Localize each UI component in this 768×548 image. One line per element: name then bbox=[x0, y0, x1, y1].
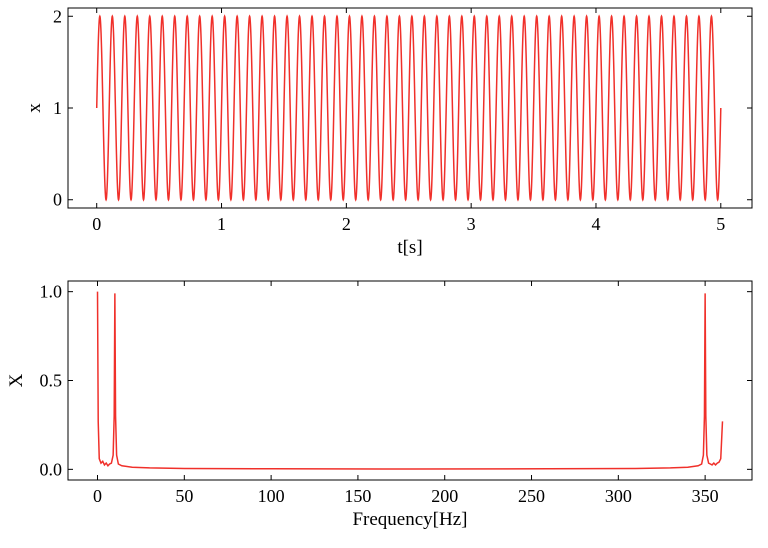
y-tick-label: 1 bbox=[53, 98, 62, 118]
x-tick-label: 3 bbox=[467, 214, 476, 234]
x-tick-label: 200 bbox=[431, 486, 458, 506]
y-axis-label: x bbox=[24, 103, 45, 113]
y-tick-label: 1.0 bbox=[40, 282, 63, 302]
series-line bbox=[96, 291, 724, 470]
x-axis-label: t[s] bbox=[397, 237, 422, 258]
x-tick-label: 350 bbox=[692, 486, 719, 506]
x-tick-label: 150 bbox=[344, 486, 371, 506]
x-tick-label: 1 bbox=[217, 214, 226, 234]
y-tick-label: 2 bbox=[53, 6, 62, 26]
y-tick-label: 0 bbox=[53, 190, 62, 210]
y-tick-label: 0.0 bbox=[40, 459, 63, 479]
x-tick-label: 0 bbox=[93, 486, 102, 506]
x-tick-label: 250 bbox=[518, 486, 545, 506]
x-tick-label: 0 bbox=[92, 214, 101, 234]
x-tick-label: 100 bbox=[258, 486, 285, 506]
axes-frame bbox=[67, 280, 753, 481]
y-axis-label: X bbox=[6, 373, 27, 387]
x-axis-label: Frequency[Hz] bbox=[352, 509, 467, 530]
x-tick-label: 5 bbox=[716, 214, 725, 234]
y-tick-label: 0.5 bbox=[40, 371, 63, 391]
x-tick-label: 2 bbox=[342, 214, 351, 234]
subplot-2: 0 50 100 150 200 250 300 350 0.0 0.5 1.0 Frequency[… bbox=[6, 280, 753, 530]
x-tick-label: 50 bbox=[175, 486, 193, 506]
x-tick-label: 300 bbox=[605, 486, 632, 506]
subplot-1: 0 1 2 3 4 5 0 1 2 t[s] x bbox=[24, 6, 753, 258]
x-tick-label: 4 bbox=[591, 214, 600, 234]
series-line bbox=[95, 14, 722, 202]
